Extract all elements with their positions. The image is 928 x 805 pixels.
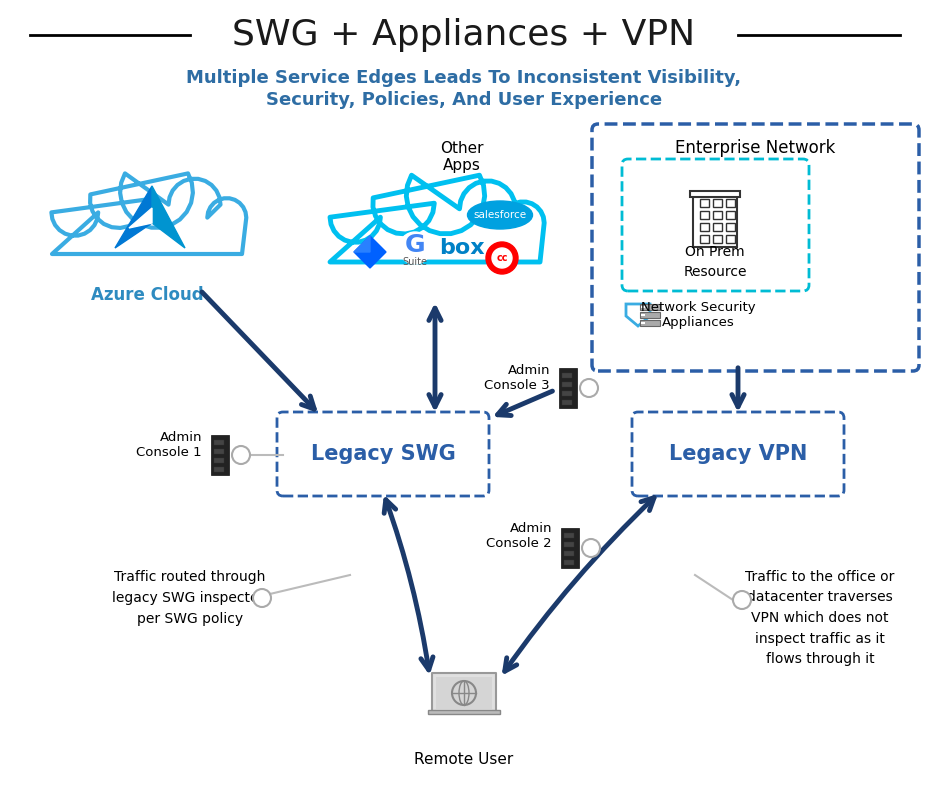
Circle shape [581,539,599,557]
Bar [432,673,496,713]
Bar [563,551,574,556]
Text: Admin
Console 2: Admin Console 2 [486,522,551,550]
Bar [213,440,224,445]
Bar [561,528,578,568]
Circle shape [398,232,431,264]
Bar [712,199,721,207]
Bar [563,542,574,547]
PathPatch shape [329,175,544,262]
Bar [640,306,644,308]
Circle shape [252,589,271,607]
Polygon shape [354,236,369,252]
Bar [213,458,224,463]
Text: Legacy VPN: Legacy VPN [668,444,806,464]
Polygon shape [354,236,386,268]
Bar [699,223,708,231]
Circle shape [732,591,750,609]
Circle shape [579,379,598,397]
Bar [690,191,740,197]
Text: On Prem
Resource: On Prem Resource [682,246,746,279]
FancyBboxPatch shape [631,412,844,496]
Bar [561,400,572,405]
Bar [712,223,721,231]
Bar [712,211,721,219]
Ellipse shape [467,201,532,229]
Text: SWG + Appliances + VPN: SWG + Appliances + VPN [232,18,695,52]
Bar [699,211,708,219]
Text: Suite: Suite [402,257,427,267]
Bar [639,304,659,310]
Text: Network Security
Appliances: Network Security Appliances [640,301,754,329]
Circle shape [485,242,518,274]
Text: Azure Cloud: Azure Cloud [91,286,203,304]
Bar [563,533,574,538]
Bar [561,373,572,378]
Text: Traffic to the office or
datacenter traverses
VPN which does not
inspect traffic: Traffic to the office or datacenter trav… [744,570,894,667]
Bar [213,467,224,472]
Bar [213,449,224,454]
Text: box: box [439,238,484,258]
Circle shape [232,446,250,464]
Bar [725,199,734,207]
FancyBboxPatch shape [277,412,488,496]
Polygon shape [625,304,650,326]
Bar [712,235,721,243]
Text: Legacy SWG: Legacy SWG [310,444,455,464]
Text: cc: cc [496,253,508,263]
Bar [639,312,659,318]
Bar [725,211,734,219]
Polygon shape [152,186,185,248]
Bar [640,314,644,316]
Text: salesforce: salesforce [473,210,526,220]
Bar [639,320,659,326]
Text: Other
Apps: Other Apps [440,141,483,173]
Bar [725,223,734,231]
Text: Multiple Service Edges Leads To Inconsistent Visibility,: Multiple Service Edges Leads To Inconsis… [187,69,741,87]
Bar [563,560,574,565]
Text: Remote User: Remote User [414,753,513,767]
Circle shape [452,681,475,705]
Polygon shape [129,208,152,228]
PathPatch shape [51,173,246,254]
Bar [699,235,708,243]
Bar [561,382,572,387]
FancyBboxPatch shape [591,124,918,371]
Bar [435,677,492,709]
Bar [725,235,734,243]
Bar [640,322,644,324]
FancyBboxPatch shape [622,159,808,291]
Circle shape [492,248,511,268]
Bar [559,368,576,408]
Text: Admin
Console 3: Admin Console 3 [483,364,549,392]
Text: G: G [405,233,425,257]
Bar [428,710,499,714]
Bar [692,195,736,247]
Text: Admin
Console 1: Admin Console 1 [136,431,201,459]
Polygon shape [115,186,152,248]
Bar [561,391,572,396]
Bar [699,199,708,207]
Bar [211,435,229,475]
Text: Security, Policies, And User Experience: Security, Policies, And User Experience [265,91,662,109]
Text: Enterprise Network: Enterprise Network [674,139,834,157]
Text: Traffic routed through
legacy SWG inspected
per SWG policy: Traffic routed through legacy SWG inspec… [112,571,267,625]
